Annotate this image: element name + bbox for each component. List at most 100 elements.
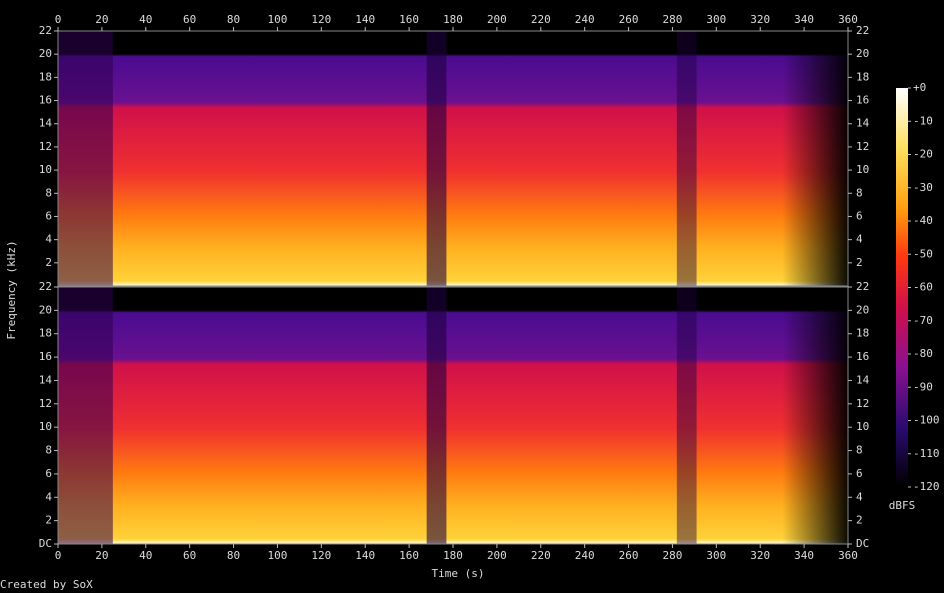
y-tick-label: 20 [856, 47, 869, 60]
colorbar-tick-label: -10 [913, 114, 933, 127]
colorbar-tick-label: -30 [913, 181, 933, 194]
y-tick-label: 14 [856, 373, 870, 386]
x-tick-label: 280 [663, 13, 683, 26]
y-tick-label: 8 [856, 444, 863, 457]
x-tick-label: 180 [443, 549, 463, 562]
y-tick-label: DC [39, 537, 52, 550]
y-tick-label: 16 [856, 94, 869, 107]
x-tick-label: 360 [838, 549, 858, 562]
colorbar-tick-label: -60 [913, 281, 933, 294]
colorbar-tick-label: -80 [913, 347, 933, 360]
y-tick-label: 12 [39, 397, 52, 410]
y-tick-label: 18 [39, 327, 52, 340]
y-tick-label: 14 [39, 117, 53, 130]
colorbar-tick-label: +0 [913, 81, 926, 94]
y-tick-label: 18 [856, 327, 869, 340]
colorbar-label: dBFS [889, 499, 916, 512]
x-tick-label: 220 [531, 549, 551, 562]
x-tick-label: 180 [443, 13, 463, 26]
y-tick-label: 12 [39, 140, 52, 153]
x-tick-label: 160 [399, 549, 419, 562]
x-tick-label: 320 [750, 549, 770, 562]
colorbar-tick-label: -110 [913, 447, 940, 460]
y-tick-label: 8 [856, 186, 863, 199]
y-tick-label: 4 [45, 490, 52, 503]
x-tick-label: 140 [355, 549, 375, 562]
x-tick-label: 240 [575, 549, 595, 562]
x-tick-label: 0 [55, 549, 62, 562]
x-tick-label: 140 [355, 13, 375, 26]
heat-dark [58, 287, 113, 544]
x-tick-label: 40 [139, 549, 152, 562]
x-tick-label: 20 [95, 13, 108, 26]
x-tick-label: 60 [183, 549, 196, 562]
y-tick-label: 2 [45, 256, 52, 269]
y-tick-label: 14 [856, 117, 870, 130]
y-tick-label: 18 [39, 70, 52, 83]
y-tick-label: 2 [45, 514, 52, 527]
heat-fade [782, 31, 848, 286]
x-tick-label: 240 [575, 13, 595, 26]
x-tick-label: 20 [95, 549, 108, 562]
colorbar [896, 88, 908, 487]
x-tick-label: 60 [183, 13, 196, 26]
y-tick-label: DC [856, 537, 869, 550]
x-tick-label: 320 [750, 13, 770, 26]
heat-dark [676, 287, 697, 544]
x-tick-label: 80 [227, 13, 240, 26]
colorbar-tick-label: -90 [913, 380, 933, 393]
x-tick-label: 300 [706, 13, 726, 26]
x-tick-label: 0 [55, 13, 62, 26]
x-tick-label: 360 [838, 13, 858, 26]
colorbar-tick-label: -50 [913, 247, 933, 260]
y-tick-label: 6 [45, 467, 52, 480]
y-tick-label: 6 [45, 209, 52, 222]
y-tick-label: 10 [856, 420, 869, 433]
y-tick-label: 2 [856, 514, 863, 527]
y-tick-label: 8 [45, 186, 52, 199]
x-axis-label: Time (s) [432, 567, 485, 580]
heat [58, 31, 848, 286]
y-tick-label: 6 [856, 467, 863, 480]
x-tick-label: 40 [139, 13, 152, 26]
x-tick-label: 260 [619, 549, 639, 562]
x-tick-label: 100 [268, 549, 288, 562]
x-tick-label: 280 [663, 549, 683, 562]
heat-dark [426, 287, 447, 544]
heat [58, 287, 848, 544]
credit: Created by SoX [0, 578, 93, 591]
y-tick-label: 22 [39, 24, 52, 37]
colorbar-tick-label: -70 [913, 314, 933, 327]
x-tick-label: 340 [794, 549, 814, 562]
x-tick-label: 300 [706, 549, 726, 562]
heat-fade [782, 287, 848, 544]
x-tick-label: 220 [531, 13, 551, 26]
x-tick-label: 160 [399, 13, 419, 26]
y-tick-label: 20 [39, 47, 52, 60]
y-tick-label: 2 [856, 256, 863, 269]
x-tick-label: 120 [311, 13, 331, 26]
y-tick-label: 16 [39, 94, 52, 107]
y-tick-label: 20 [39, 303, 52, 316]
heat-dark [426, 31, 447, 286]
y-tick-label: 12 [856, 140, 869, 153]
y-tick-label: 6 [856, 209, 863, 222]
y-tick-label: 14 [39, 373, 53, 386]
x-tick-label: 100 [268, 13, 288, 26]
colorbar-tick-label: -100 [913, 414, 940, 427]
y-axis-label: Frequency (kHz) [5, 240, 18, 339]
y-tick-label: 4 [856, 490, 863, 503]
x-tick-label: 120 [311, 549, 331, 562]
x-tick-label: 200 [487, 13, 507, 26]
y-tick-label: 22 [856, 280, 869, 293]
y-tick-label: 4 [856, 233, 863, 246]
y-tick-label: 10 [856, 163, 869, 176]
y-tick-label: 16 [39, 350, 52, 363]
colorbar-tick-label: -20 [913, 148, 933, 161]
y-tick-label: 8 [45, 444, 52, 457]
y-tick-label: 10 [39, 163, 52, 176]
y-tick-label: 22 [856, 24, 869, 37]
x-tick-label: 260 [619, 13, 639, 26]
